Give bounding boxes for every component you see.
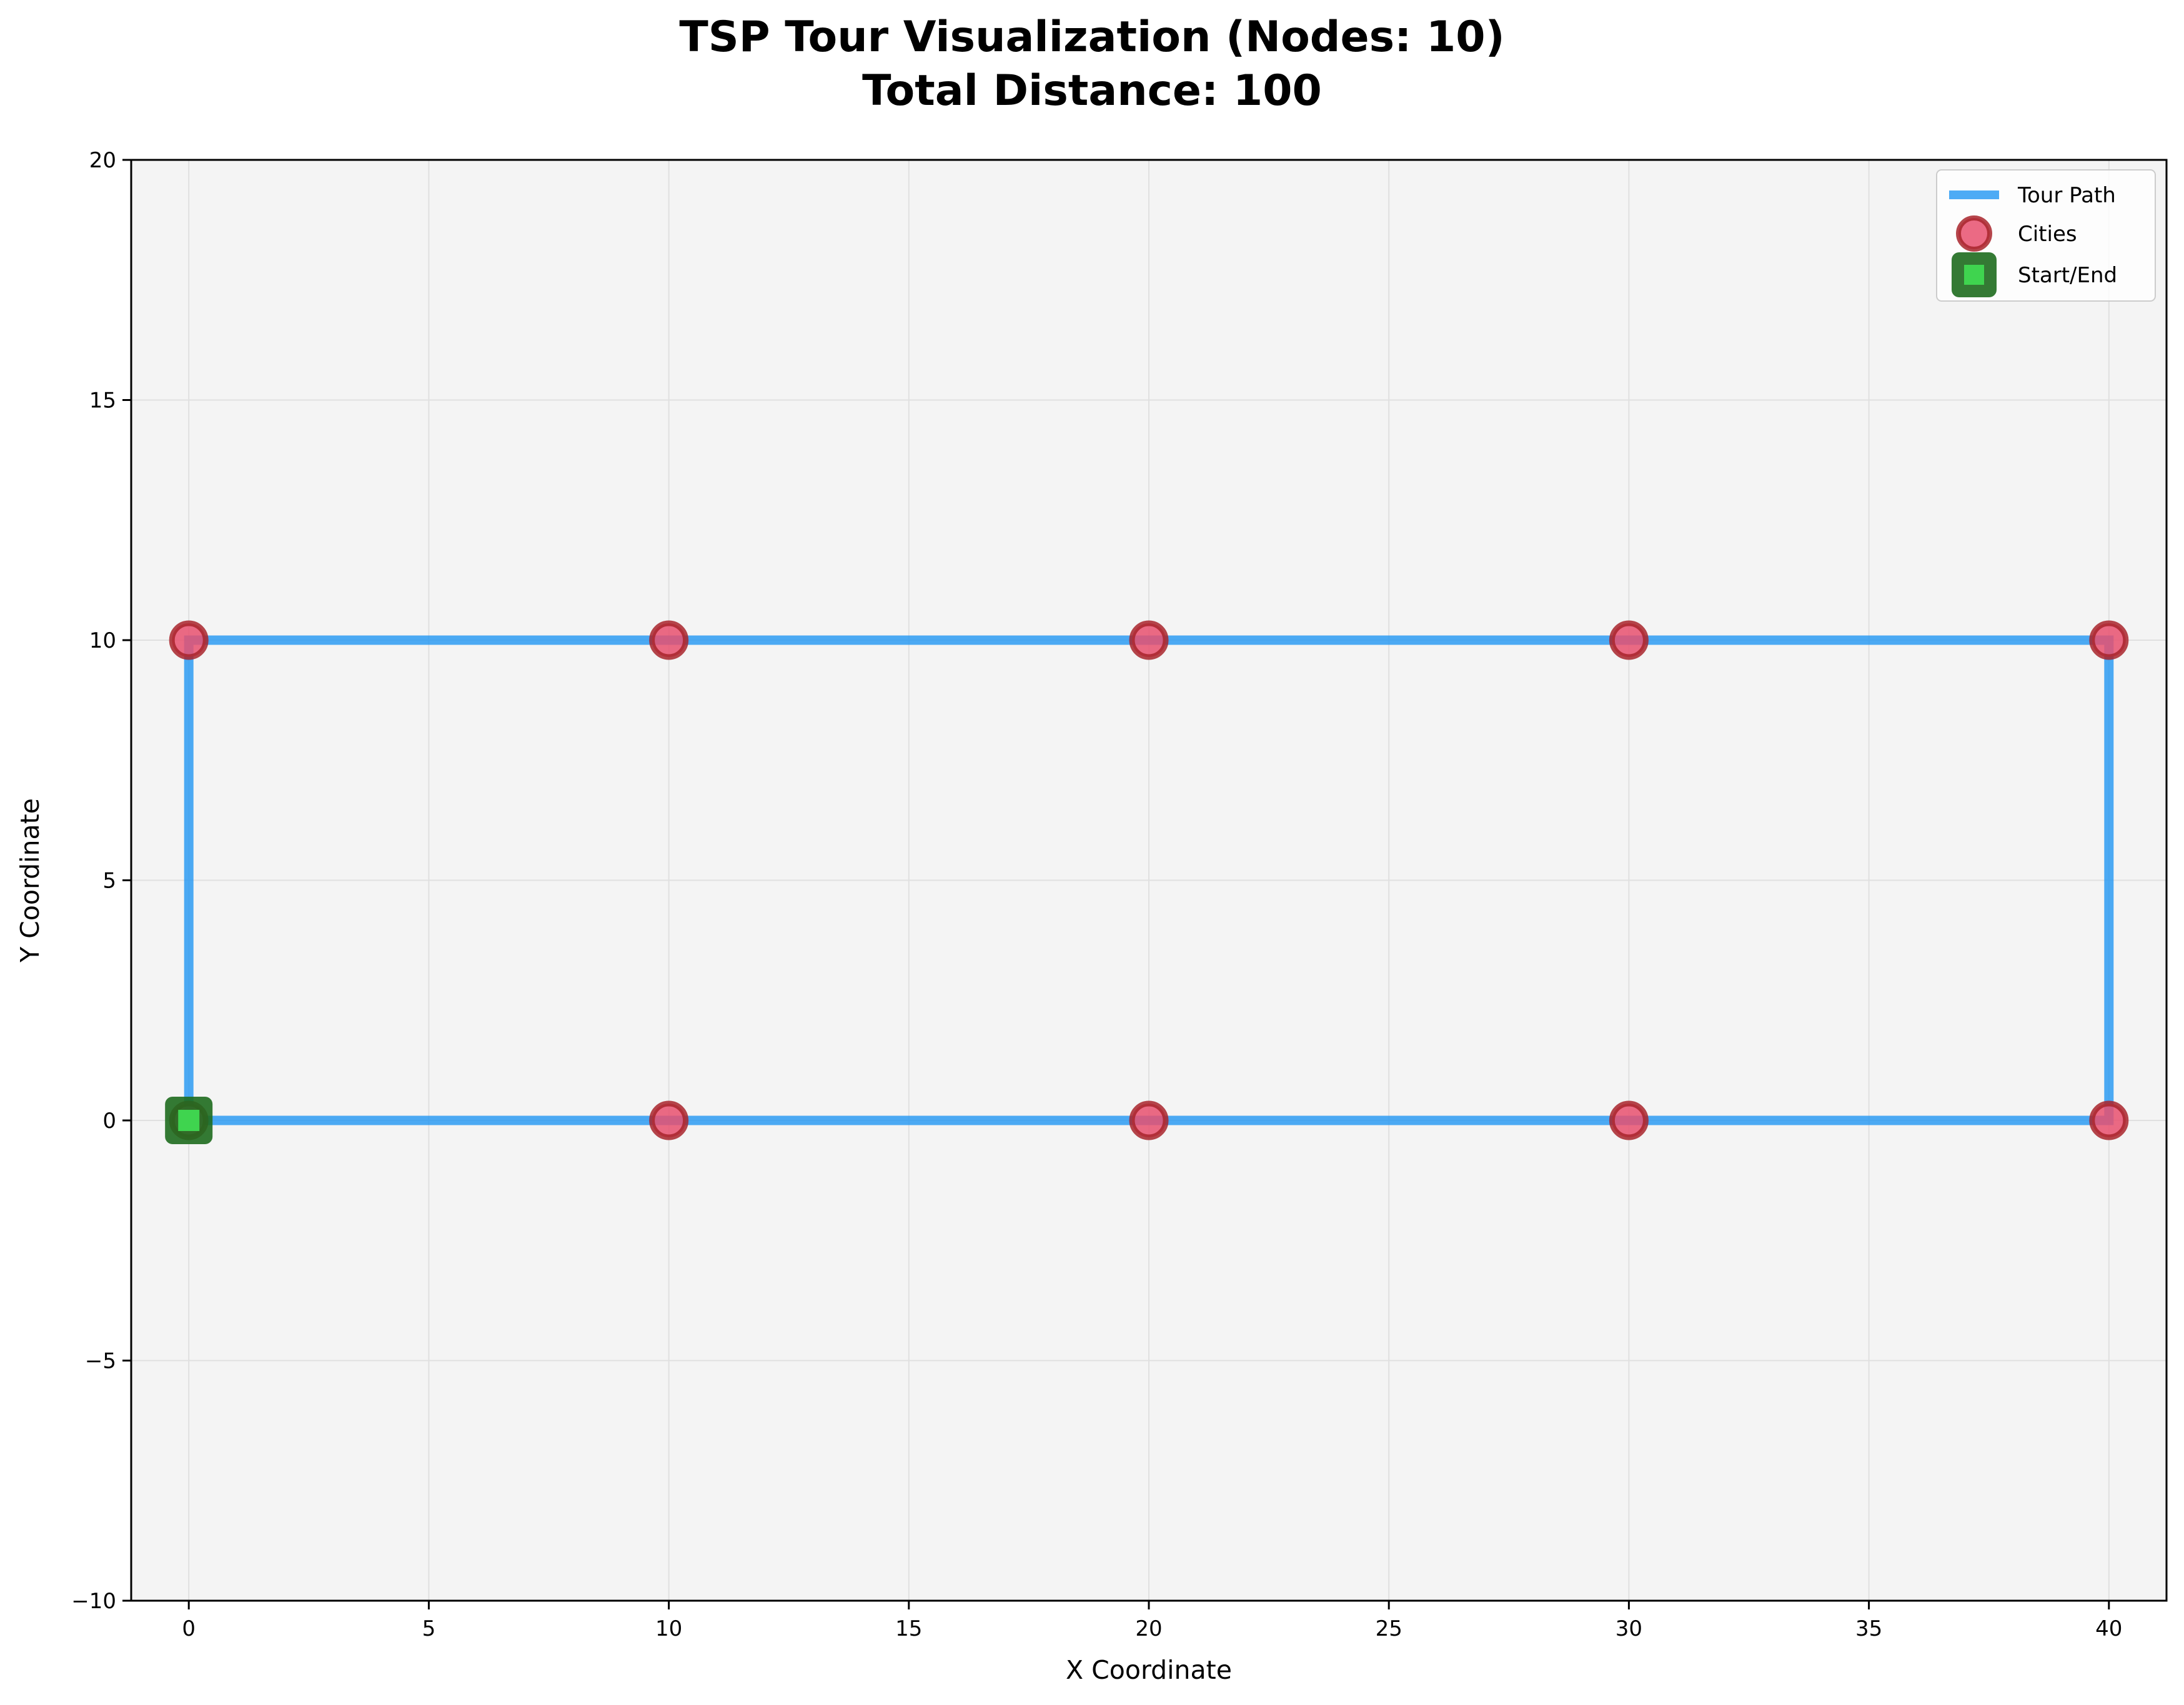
x-tick-label: 30 bbox=[1616, 1616, 1642, 1641]
y-axis-label: Y Coordinate bbox=[15, 798, 45, 963]
x-tick-label: 20 bbox=[1135, 1616, 1162, 1641]
start-end-marker-inner bbox=[178, 1110, 200, 1131]
legend-label-cities: Cities bbox=[2018, 222, 2077, 247]
y-tick-label: 5 bbox=[102, 869, 116, 894]
x-tick-label: 15 bbox=[895, 1616, 922, 1641]
city-point bbox=[1129, 1100, 1169, 1140]
city-point bbox=[649, 620, 689, 660]
x-tick-label: 0 bbox=[182, 1616, 196, 1641]
legend-swatch-cities bbox=[1956, 215, 1992, 252]
legend-swatch-start-end-inner bbox=[1964, 265, 1984, 285]
x-tick-label: 10 bbox=[655, 1616, 682, 1641]
plot-frame bbox=[130, 159, 2168, 1602]
y-tick-label: 15 bbox=[89, 388, 116, 413]
y-tick-label: 20 bbox=[89, 148, 116, 173]
x-tick-label: 5 bbox=[422, 1616, 436, 1641]
city-point bbox=[1129, 620, 1169, 660]
x-tick-label: 25 bbox=[1376, 1616, 1402, 1641]
legend: Tour Path Cities Start/End bbox=[1936, 169, 2156, 302]
x-axis-label: X Coordinate bbox=[1066, 1655, 1232, 1685]
x-tick-label: 40 bbox=[2095, 1616, 2122, 1641]
y-tick-label: 0 bbox=[102, 1109, 116, 1134]
city-point bbox=[649, 1100, 689, 1140]
chart-title: TSP Tour Visualization (Nodes: 10) bbox=[679, 12, 1504, 62]
y-tick-label: −10 bbox=[71, 1589, 116, 1614]
city-point bbox=[1609, 620, 1649, 660]
series-layer bbox=[165, 620, 2129, 1144]
city-point bbox=[2089, 620, 2129, 660]
city-point bbox=[169, 620, 209, 660]
city-point bbox=[2089, 1100, 2129, 1140]
legend-label-start-end: Start/End bbox=[2018, 263, 2117, 288]
legend-label-tour-path: Tour Path bbox=[2017, 183, 2116, 208]
y-tick-label: −5 bbox=[85, 1349, 116, 1374]
city-point bbox=[1609, 1100, 1649, 1140]
y-tick-label: 10 bbox=[89, 628, 116, 653]
axis-ticks: 0 5 10 15 20 25 30 35 40 −10 −5 0 5 10 15 20 bbox=[71, 148, 2122, 1641]
x-tick-label: 35 bbox=[1855, 1616, 1882, 1641]
chart-subtitle: Total Distance: 100 bbox=[862, 66, 1322, 116]
